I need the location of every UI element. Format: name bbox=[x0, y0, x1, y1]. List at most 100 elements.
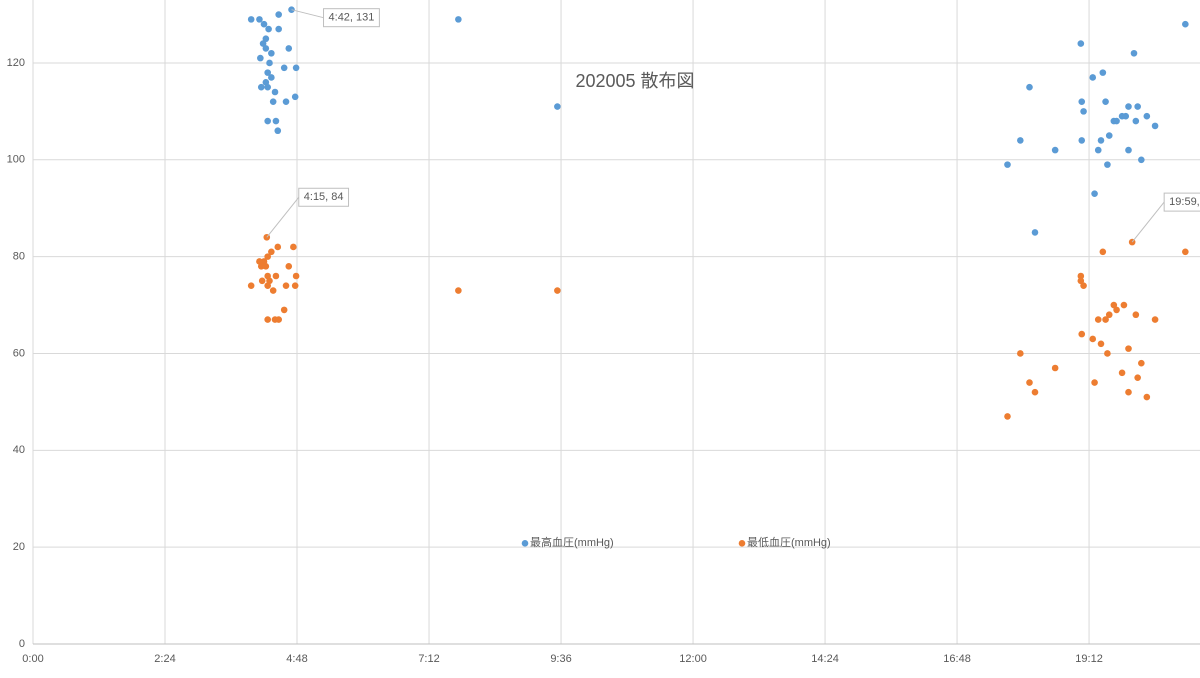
point bbox=[554, 287, 561, 294]
point bbox=[268, 49, 275, 57]
point bbox=[1077, 272, 1085, 280]
point bbox=[1110, 301, 1118, 309]
x-tick-label: 0:00 bbox=[22, 653, 43, 665]
point bbox=[265, 25, 272, 33]
point bbox=[1094, 146, 1102, 154]
point bbox=[264, 253, 271, 260]
callout-box bbox=[323, 8, 380, 28]
point bbox=[275, 316, 282, 323]
point bbox=[1051, 364, 1059, 372]
point bbox=[291, 93, 299, 101]
point bbox=[1125, 388, 1132, 396]
point bbox=[1151, 316, 1159, 323]
callout-line bbox=[291, 9, 324, 19]
legend-label: 最高血圧(mmHg) bbox=[530, 535, 614, 549]
x-tick-label: 19:12 bbox=[1075, 653, 1103, 665]
point bbox=[1102, 98, 1109, 105]
point bbox=[1091, 379, 1098, 386]
point bbox=[264, 316, 271, 323]
point bbox=[1026, 83, 1033, 91]
legend-label: 最低血圧(mmHg) bbox=[747, 535, 831, 549]
point bbox=[272, 117, 280, 125]
point bbox=[1099, 69, 1107, 76]
point bbox=[262, 263, 270, 270]
point bbox=[269, 98, 277, 105]
point bbox=[280, 64, 288, 72]
point bbox=[1080, 282, 1087, 289]
x-tick-label: 12:00 bbox=[679, 653, 707, 665]
point bbox=[1118, 369, 1126, 377]
point bbox=[1104, 161, 1111, 168]
point bbox=[262, 35, 270, 43]
point bbox=[1113, 117, 1120, 125]
point bbox=[1077, 277, 1085, 285]
point bbox=[292, 64, 300, 72]
point bbox=[1125, 345, 1132, 352]
callout-box bbox=[298, 187, 350, 207]
point bbox=[291, 282, 299, 289]
point bbox=[271, 88, 279, 96]
chart-title: 202005 散布図 bbox=[575, 71, 694, 91]
point bbox=[1138, 156, 1145, 164]
point bbox=[1134, 103, 1141, 110]
y-tick-label: 40 bbox=[13, 444, 25, 456]
point bbox=[268, 74, 275, 81]
x-tick-label: 4:48 bbox=[286, 653, 307, 665]
point bbox=[455, 287, 462, 294]
point bbox=[257, 54, 264, 62]
point bbox=[256, 16, 263, 23]
point bbox=[1143, 112, 1151, 120]
point bbox=[1089, 335, 1097, 343]
point bbox=[1089, 74, 1097, 81]
point bbox=[554, 103, 561, 110]
legend-marker bbox=[521, 540, 529, 547]
point bbox=[1031, 229, 1039, 236]
point bbox=[275, 11, 282, 18]
point bbox=[285, 45, 293, 52]
point bbox=[280, 306, 288, 314]
point bbox=[274, 243, 282, 251]
point bbox=[1134, 374, 1141, 381]
point bbox=[264, 83, 271, 91]
point bbox=[1125, 103, 1132, 110]
point bbox=[1105, 132, 1113, 139]
y-tick-label: 80 bbox=[13, 251, 25, 263]
point bbox=[272, 272, 280, 280]
point bbox=[1097, 137, 1105, 144]
y-tick-label: 100 bbox=[7, 154, 25, 166]
callout-box bbox=[1163, 192, 1200, 212]
point bbox=[1143, 393, 1151, 401]
point bbox=[1182, 248, 1189, 256]
x-tick-label: 14:24 bbox=[811, 653, 839, 665]
point bbox=[285, 263, 293, 270]
point bbox=[257, 263, 265, 270]
point bbox=[259, 40, 267, 47]
point bbox=[264, 69, 271, 76]
point bbox=[1099, 248, 1107, 256]
point bbox=[264, 282, 271, 289]
point bbox=[1080, 108, 1087, 115]
point bbox=[282, 282, 290, 289]
point bbox=[1113, 306, 1120, 314]
point bbox=[274, 127, 282, 135]
point bbox=[455, 16, 462, 23]
point bbox=[1105, 311, 1113, 319]
point bbox=[268, 248, 275, 256]
point bbox=[1120, 301, 1128, 309]
point bbox=[1122, 112, 1130, 120]
callout-line bbox=[266, 196, 300, 238]
point bbox=[1132, 311, 1140, 319]
point bbox=[1138, 359, 1145, 367]
point bbox=[258, 277, 266, 285]
point bbox=[1182, 20, 1189, 28]
point bbox=[1017, 350, 1024, 357]
point bbox=[247, 282, 255, 289]
point bbox=[1094, 316, 1102, 323]
x-tick-label: 7:12 bbox=[418, 653, 439, 665]
point bbox=[1104, 350, 1111, 357]
x-tick-label: 16:48 bbox=[943, 653, 971, 665]
callout-line bbox=[1131, 201, 1165, 243]
point bbox=[257, 83, 265, 91]
data-label: 4:42, 131 bbox=[329, 12, 375, 24]
